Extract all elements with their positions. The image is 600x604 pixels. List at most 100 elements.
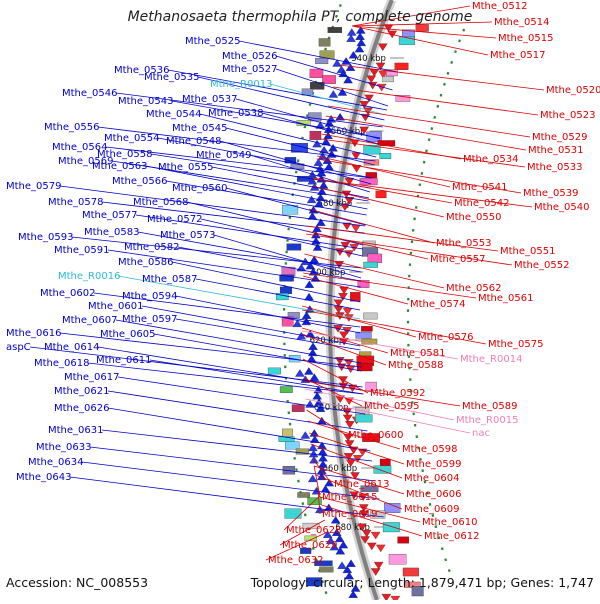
left-leader-line (157, 137, 373, 179)
feature-block (395, 95, 411, 102)
feature-block (373, 465, 392, 474)
right-leader-line (309, 432, 405, 465)
feature-block (397, 536, 409, 544)
right-gene-label: Mthe_0540 (534, 202, 590, 213)
right-leader-line (301, 327, 389, 354)
gene-arrow-reverse (342, 307, 353, 316)
right-leader-line (317, 485, 321, 515)
right-gene-label: Mthe_0561 (478, 293, 534, 304)
left-gene-label: Mthe_0527 (222, 64, 278, 75)
feature-block (319, 50, 335, 60)
gene-arrow-forward (316, 218, 326, 226)
right-gene-label: Mthe_0512 (472, 1, 528, 12)
feature-block (287, 312, 300, 319)
gene-arrow-forward (307, 212, 318, 220)
gene-arrow-forward (329, 542, 340, 551)
right-gene-label: Mthe_0606 (406, 489, 462, 500)
right-gene-label: Mthe_0595 (364, 401, 420, 412)
left-leader-line (171, 261, 361, 303)
gene-arrow-reverse (357, 523, 367, 531)
right-gene-label: Mthe_0629 (282, 540, 338, 551)
left-leader-line (97, 346, 364, 391)
right-leader-line (319, 496, 421, 523)
left-gene-label: Mthe_0583 (84, 227, 140, 238)
gene-arrow-reverse (343, 453, 354, 461)
feature-block (318, 38, 331, 47)
left-gene-label: Mthe_0563 (92, 161, 148, 172)
left-gene-label: Mthe_0591 (54, 245, 110, 256)
gene-arrow-forward (355, 32, 365, 40)
right-gene-label: Mthe_0520 (546, 85, 600, 96)
left-gene-label: Mthe_0526 (222, 51, 278, 62)
left-gene-label: Mthe_0569 (58, 156, 114, 167)
left-gene-label: Mthe_0538 (208, 108, 264, 119)
right-leader-line (304, 380, 461, 407)
leader-layer (29, 5, 545, 561)
left-leader-line (249, 154, 371, 193)
gene-arrow-forward (318, 181, 329, 189)
feature-block (360, 485, 379, 493)
gene-arrow-reverse (366, 75, 377, 83)
gene-arrow-forward (345, 63, 356, 71)
left-leader-line (117, 376, 366, 415)
left-gene-label: Mthe_0568 (133, 197, 189, 208)
right-gene-label: Mthe_0553 (436, 238, 492, 249)
right-leader-line (339, 64, 545, 91)
left-leader-line (115, 319, 362, 364)
right-leader-line (283, 495, 320, 531)
right-leader-line (352, 25, 497, 39)
left-leader-line (225, 127, 375, 166)
left-leader-line (175, 318, 361, 351)
left-leader-line (200, 218, 363, 257)
gene-arrow-forward (324, 478, 335, 487)
right-gene-label: Mthe_0589 (462, 401, 518, 412)
left-gene-label: Mthe_0607 (62, 315, 118, 326)
feature-block (375, 190, 387, 199)
left-gene-label: Mthe_0633 (36, 442, 92, 453)
left-leader-line (97, 126, 376, 162)
left-gene-label: Mthe_0554 (104, 133, 160, 144)
feature-block (295, 448, 309, 455)
gene-arrow-forward (324, 162, 334, 171)
feature-block (355, 414, 373, 423)
right-leader-line (315, 474, 403, 510)
left-gene-label: Mthe_R0013 (210, 79, 272, 90)
right-gene-label: Mthe_R0014 (460, 354, 522, 365)
scale-tick-label: 680 kbp (335, 523, 370, 533)
gene-arrow-forward (335, 547, 346, 555)
feature-block (355, 331, 372, 339)
right-leader-line (310, 443, 403, 479)
gene-arrow-forward (346, 559, 356, 567)
right-gene-label: Mthe_0533 (527, 162, 583, 173)
right-leader-line (313, 178, 533, 208)
right-gene-label: Mthe_0575 (488, 339, 544, 350)
feature-block (365, 381, 377, 391)
gene-arrow-reverse (359, 126, 369, 135)
right-gene-label: Mthe_0523 (540, 110, 596, 121)
genome-summary-text: Topology: circular; Length: 1,879,471 bp… (250, 575, 594, 590)
gene-arrow-reverse (375, 62, 386, 71)
gene-arrow-reverse (369, 69, 380, 77)
right-leader-line (279, 519, 326, 546)
gene-arrow-forward (318, 460, 328, 468)
right-leader-line (303, 377, 363, 407)
left-leader-line (59, 185, 366, 227)
feature-block (415, 24, 429, 32)
gene-arrow-forward (325, 536, 336, 545)
right-gene-label: Mthe_0628 (286, 525, 342, 536)
gene-arrow-forward (348, 51, 359, 59)
left-leader-line (150, 153, 371, 189)
gene-arrow-forward (312, 392, 322, 400)
right-leader-line (317, 155, 451, 188)
gene-arrow-forward (328, 90, 339, 98)
left-gene-label: Mthe_0586 (118, 257, 174, 268)
gene-arrow-forward (350, 584, 361, 592)
label-layer: Mthe_0525Mthe_0526Mthe_0527Mthe_0536Mthe… (6, 1, 600, 566)
gene-arrow-reverse (360, 536, 370, 544)
gene-arrow-forward (337, 561, 347, 569)
left-leader-line (219, 140, 372, 185)
feature-block (379, 153, 392, 159)
right-gene-label: Mthe_0557 (430, 254, 486, 265)
left-leader-line (117, 275, 361, 320)
left-gene-label: Mthe_R0016 (58, 271, 120, 282)
